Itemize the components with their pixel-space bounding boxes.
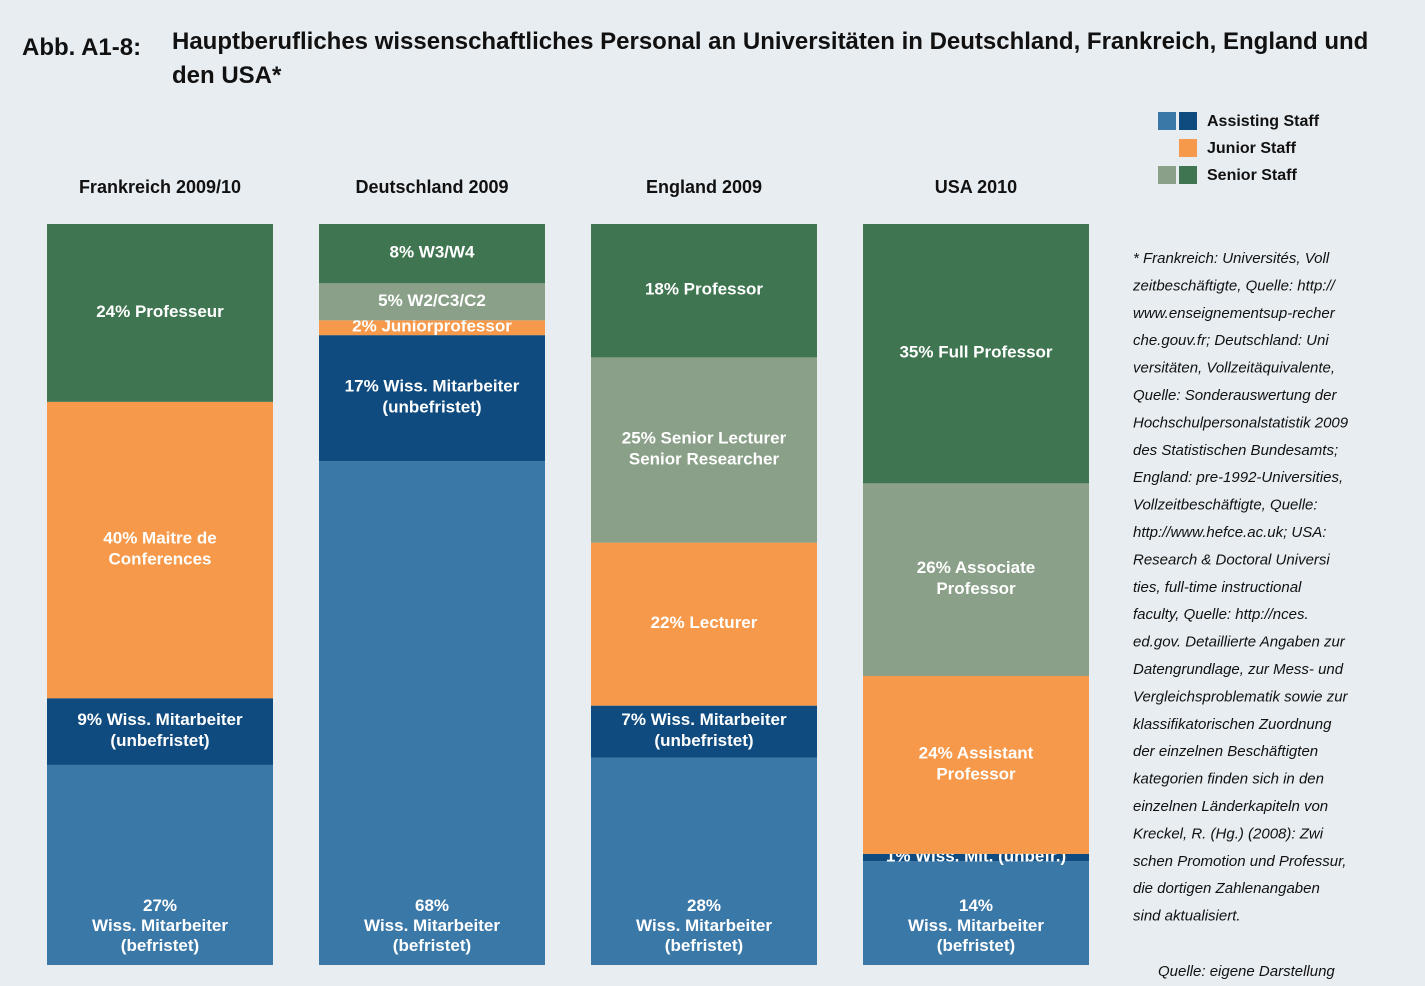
note-line: der einzelnen Beschäftigten <box>1133 743 1318 760</box>
bar-segment <box>319 283 545 321</box>
segment-label: 8% W3/W4 <box>389 243 475 262</box>
note-line: Datengrundlage, zur Mess- und <box>1133 661 1344 678</box>
bar-segment <box>319 320 545 336</box>
bar-segment <box>591 224 817 358</box>
segment-label: 14% Wiss. Mitarbeiter (befristet) <box>908 896 1044 955</box>
bar-segment <box>47 764 273 965</box>
legend-label: Senior Staff <box>1207 167 1297 184</box>
legend-swatch <box>1179 139 1197 157</box>
column-title: England 2009 <box>646 177 762 197</box>
figure-label: Abb. A1-8: <box>22 34 142 61</box>
note-line: www.enseignementsup-recher <box>1133 305 1336 322</box>
legend-swatch <box>1158 166 1176 184</box>
segment-label: 28% Wiss. Mitarbeiter (befristet) <box>636 896 772 955</box>
segment-label: 26% Associate Professor <box>917 559 1035 599</box>
note-line: faculty, Quelle: http://nces. <box>1133 606 1309 623</box>
bar-segment <box>47 224 273 402</box>
note-line: die dortigen Zahlenangaben <box>1133 880 1320 897</box>
note-line: versitäten, Vollzeitäquivalente, <box>1133 360 1335 377</box>
bar-segment <box>591 757 817 965</box>
segment-label: 24% Assistant Professor <box>919 744 1034 784</box>
bar-segment <box>319 335 545 462</box>
segment-label: 18% Professor <box>645 280 763 299</box>
segment-label: 27% Wiss. Mitarbeiter (befristet) <box>92 896 228 955</box>
note-line: schen Promotion und Professur, <box>1133 853 1346 870</box>
source: Quelle: eigene Darstellung <box>1158 963 1335 980</box>
segment-label: 40% Maitre de Conferences <box>103 529 216 569</box>
note-line: kategorien finden sich in den <box>1133 771 1324 788</box>
note-line: che.gouv.fr; Deutschland: Uni <box>1133 332 1329 349</box>
segment-label: 5% W2/C3/C2 <box>378 291 486 310</box>
legend-label: Assisting Staff <box>1207 113 1320 130</box>
bar-segment <box>319 224 545 284</box>
note-line: klassifikatorischen Zuordnung <box>1133 716 1332 733</box>
segment-label: 22% Lecturer <box>651 614 758 633</box>
legend-label: Junior Staff <box>1207 140 1297 157</box>
legend-swatch <box>1179 112 1197 130</box>
segment-label: 7% Wiss. Mitarbeiter (unbefristet) <box>621 711 787 751</box>
column-title: USA 2010 <box>935 177 1017 197</box>
legend-swatch <box>1179 166 1197 184</box>
legend-swatch <box>1158 112 1176 130</box>
note-line: Research & Doctoral Universi <box>1133 551 1330 568</box>
bar-segment <box>863 676 1089 854</box>
title-block: Abb. A1-8: Hauptberufliches wissenschaft… <box>22 28 1417 93</box>
note-line: Kreckel, R. (Hg.) (2008): Zwi <box>1133 825 1324 842</box>
segment-label: 17% Wiss. Mitarbeiter (unbefristet) <box>345 377 520 417</box>
bar-segment <box>863 224 1089 484</box>
column-title: Frankreich 2009/10 <box>79 177 241 197</box>
note-line: http://www.hefce.ac.uk; USA: <box>1133 524 1326 541</box>
column-title: Deutschland 2009 <box>355 177 508 197</box>
bar-segment <box>319 461 545 965</box>
note-line: zeitbeschäftigte, Quelle: http:// <box>1132 277 1337 294</box>
bar-segment <box>863 483 1089 677</box>
bar-segment <box>47 698 273 765</box>
segment-label: 35% Full Professor <box>899 343 1052 362</box>
note-line: ed.gov. Detaillierte Angaben zur <box>1133 634 1346 651</box>
chart-title: Hauptberufliches wissenschaftliches Pers… <box>172 28 1369 89</box>
segment-label: 68% Wiss. Mitarbeiter (befristet) <box>364 896 500 955</box>
bar-segment <box>863 861 1089 965</box>
note-line: des Statistischen Bundesamts; <box>1133 442 1338 459</box>
segment-label: 2% Juniorprofessor <box>352 317 512 336</box>
bar-segment <box>591 705 817 758</box>
note-line: ties, full-time instructional <box>1133 579 1302 596</box>
bar-segment <box>47 401 273 699</box>
bar-segment <box>863 853 1089 862</box>
segment-label: 24% Professeur <box>96 302 224 321</box>
note-line: England: pre-1992-Universities, <box>1133 469 1343 486</box>
segment-label: 25% Senior Lecturer Senior Researcher <box>622 429 787 469</box>
note-line: Hochschulpersonalstatistik 2009 <box>1133 414 1349 431</box>
note-line: einzelnen Länderkapiteln von <box>1133 798 1328 815</box>
note-line: * Frankreich: Universités, Voll <box>1133 250 1330 267</box>
note-line: sind aktualisiert. <box>1133 908 1241 925</box>
segment-label: 9% Wiss. Mitarbeiter (unbefristet) <box>77 711 243 751</box>
bar-segment <box>591 542 817 706</box>
note-line: Quelle: Sonderauswertung der <box>1133 387 1337 404</box>
note-line: Vollzeitbeschäftigte, Quelle: <box>1133 497 1318 514</box>
note-line: Vergleichsproblematik sowie zur <box>1133 688 1349 705</box>
bar-segment <box>591 357 817 543</box>
